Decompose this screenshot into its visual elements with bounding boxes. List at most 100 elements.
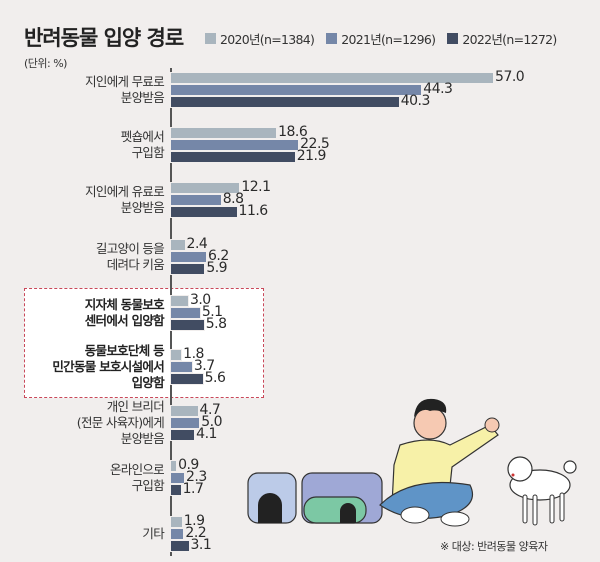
bar-row: 1.9 (171, 513, 205, 529)
value-label: 3.1 (190, 537, 212, 553)
value-label: 22.5 (300, 136, 330, 152)
bar-row: 11.6 (171, 203, 269, 219)
value-label: 0.9 (178, 457, 199, 473)
value-label: 5.0 (201, 414, 223, 430)
illustration-person-with-dog (247, 398, 577, 527)
unit-label: (단위: %) (24, 57, 67, 70)
value-label: 8.8 (222, 191, 244, 207)
legend-item-2022: 2022년(n=1272) (447, 29, 557, 48)
legend-item-2020: 2020년(n=1384) (205, 29, 315, 48)
value-label: 3.7 (193, 358, 215, 374)
highlight-box-shelter-adoption (24, 288, 264, 398)
bar (171, 349, 182, 360)
bar (171, 417, 200, 428)
person-icon (379, 398, 500, 527)
legend-swatch-2021 (326, 33, 338, 44)
bar (171, 151, 295, 162)
bar (171, 405, 198, 416)
value-label: 11.6 (238, 203, 269, 219)
bar-row: 3.0 (171, 292, 211, 308)
category-label: 기타 (142, 526, 164, 541)
bar-row: 5.1 (171, 305, 223, 319)
bar (171, 528, 184, 539)
category-label: 펫숍에서 구입함 (120, 129, 165, 160)
legend-swatch-2020 (205, 33, 216, 44)
bar (171, 182, 240, 193)
bar-row: 4.7 (171, 403, 221, 417)
value-label: 6.2 (208, 248, 229, 264)
value-label: 44.3 (423, 81, 453, 97)
bar-row: 1.8 (171, 347, 204, 361)
category-label: 지인에게 무료로 분양받음 (85, 74, 165, 105)
bar-row: 44.3 (171, 81, 453, 97)
legend-label-2021: 2021년(n=1296) (341, 32, 436, 47)
bar-row: 40.3 (171, 93, 431, 109)
dog-icon (507, 456, 577, 526)
category-label: 지자체 동물보호 센터에서 입양함 (84, 297, 165, 328)
bar-row: 8.8 (171, 191, 244, 207)
bar-row: 5.8 (171, 316, 227, 332)
footnote: ※ 대상: 반려동물 양육자 (440, 540, 548, 553)
bar-row: 0.9 (171, 457, 199, 473)
legend-label-2022: 2022년(n=1272) (462, 32, 557, 47)
category-label: 동물보호단체 등 민간동물 보호시설에서 입양함 (52, 343, 164, 390)
bar (171, 263, 205, 274)
bar-row: 5.0 (171, 414, 223, 430)
bar (171, 127, 277, 138)
bar (171, 72, 494, 83)
chart-title: 반려동물 입양 경로 (24, 26, 184, 50)
bar (171, 96, 399, 107)
value-label: 5.6 (204, 370, 226, 386)
value-label: 57.0 (495, 69, 525, 85)
bar-row: 57.0 (171, 69, 525, 85)
value-label: 2.4 (186, 236, 208, 252)
bar (171, 206, 237, 217)
value-label: 18.6 (278, 124, 308, 140)
bar-row: 12.1 (171, 179, 271, 195)
bar-row: 1.7 (171, 481, 204, 497)
bar-row: 2.4 (171, 236, 208, 252)
category-label: 개인 브리더 (전문 사육자)에게 분양받음 (76, 399, 165, 446)
value-label: 5.9 (206, 260, 228, 276)
bar-row: 5.6 (171, 370, 226, 386)
bar-row: 22.5 (171, 136, 330, 152)
bar (171, 484, 181, 495)
bar-row: 2.3 (171, 469, 207, 485)
legend-label-2020: 2020년(n=1384) (220, 32, 315, 47)
value-label: 1.7 (182, 481, 204, 497)
category-label: 온라인으로 구입함 (109, 462, 165, 493)
bar (171, 472, 184, 483)
legend-swatch-2022 (447, 33, 459, 44)
bar (171, 361, 192, 372)
bar-row: 3.1 (171, 537, 212, 553)
bar-row: 4.1 (171, 426, 217, 442)
bar (171, 139, 299, 150)
bar-row: 18.6 (171, 124, 308, 140)
bar (171, 251, 207, 262)
value-label: 21.9 (296, 148, 327, 164)
bar-row: 21.9 (171, 148, 327, 164)
value-label: 2.2 (185, 525, 207, 541)
value-label: 2.3 (185, 469, 207, 485)
value-label: 5.8 (205, 316, 227, 332)
bar (171, 239, 185, 250)
bar (171, 307, 200, 318)
bar (171, 460, 177, 471)
value-label: 40.3 (400, 93, 431, 109)
bar-row: 5.9 (171, 260, 228, 276)
bar-row: 3.7 (171, 358, 215, 374)
bar-row: 2.2 (171, 525, 207, 541)
bar (171, 84, 422, 95)
bar (171, 516, 182, 527)
legend: 2020년(n=1384) 2021년(n=1296) 2022년(n=1272… (205, 29, 557, 48)
value-label: 1.9 (183, 513, 205, 529)
bar (171, 540, 189, 551)
value-label: 12.1 (241, 179, 271, 195)
category-label: 길고양이 등을 데려다 키움 (95, 241, 165, 272)
value-label: 4.1 (196, 426, 217, 442)
legend-item-2021: 2021년(n=1296) (326, 29, 436, 48)
category-label: 지인에게 유료로 분양받음 (85, 184, 165, 215)
bar-row: 6.2 (171, 248, 229, 264)
bar (171, 194, 221, 205)
value-label: 3.0 (189, 292, 211, 308)
